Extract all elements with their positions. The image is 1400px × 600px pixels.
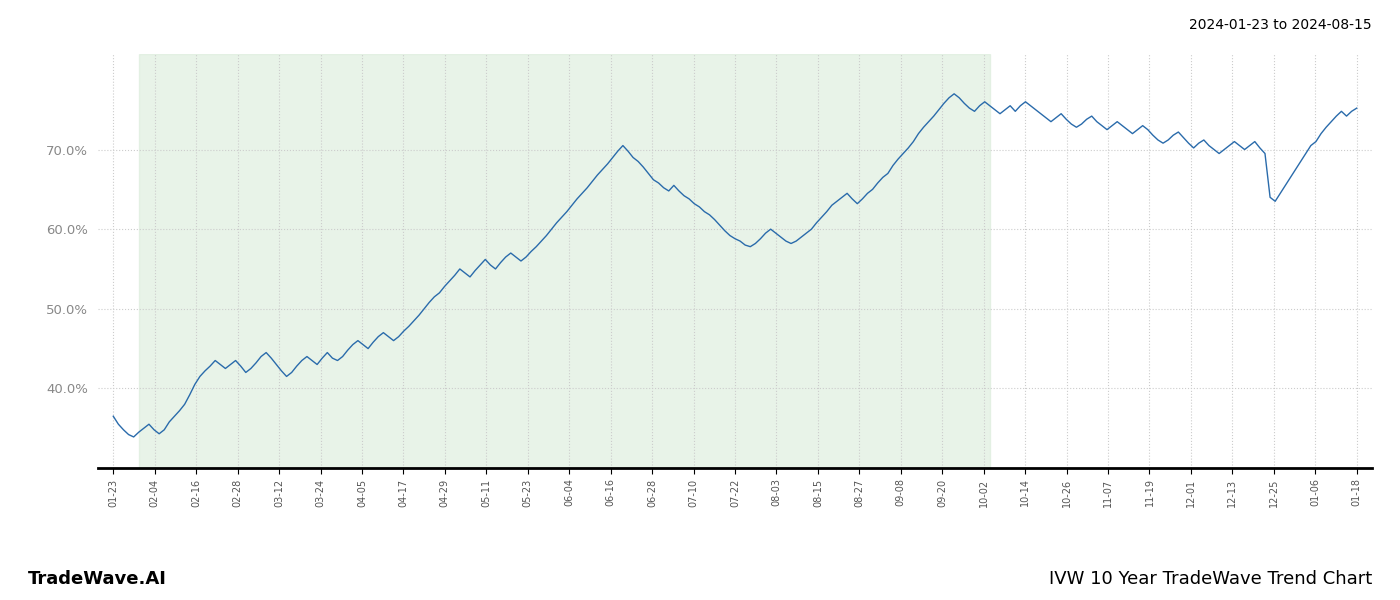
Bar bbox=[139, 54, 990, 468]
Text: TradeWave.AI: TradeWave.AI bbox=[28, 570, 167, 588]
Text: 2024-01-23 to 2024-08-15: 2024-01-23 to 2024-08-15 bbox=[1190, 18, 1372, 32]
Text: IVW 10 Year TradeWave Trend Chart: IVW 10 Year TradeWave Trend Chart bbox=[1049, 570, 1372, 588]
